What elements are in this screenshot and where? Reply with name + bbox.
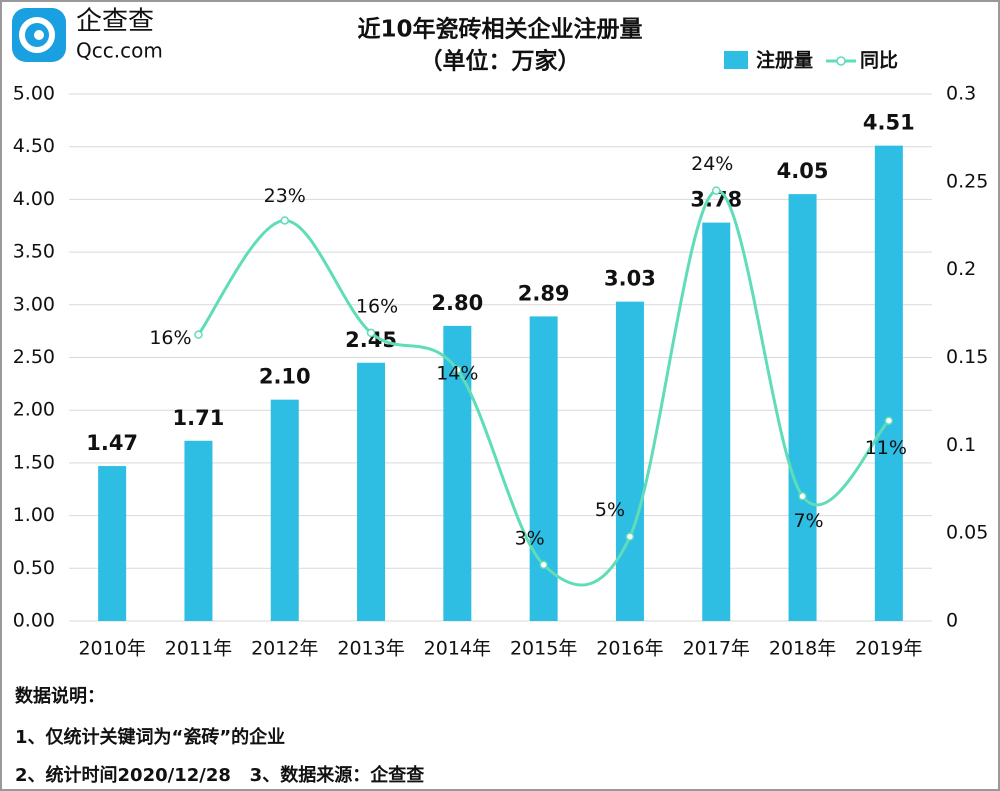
y2-tick-label: 0.05 <box>946 522 988 544</box>
line-value-label: 11% <box>865 437 907 459</box>
bar-value-label: 1.71 <box>173 406 225 430</box>
line-value-label: 16% <box>149 327 191 349</box>
bar <box>357 362 386 621</box>
line-marker <box>280 216 289 225</box>
bar-value-label: 4.51 <box>863 111 915 135</box>
x-tick-label: 2014年 <box>424 638 491 660</box>
y2-tick-label: 0.1 <box>946 434 976 456</box>
bar <box>702 222 731 621</box>
bar-value-label: 4.05 <box>777 159 829 183</box>
logo-site: Qcc.com <box>76 39 163 63</box>
note-line: 2、统计时间2020/12/28 3、数据来源：企查查 <box>15 764 424 786</box>
y2-tick-label: 0 <box>946 610 958 632</box>
y-tick-label: 0.50 <box>13 557 55 579</box>
bar <box>98 466 127 621</box>
bar-value-label: 2.10 <box>259 365 311 389</box>
legend-swatch <box>724 51 748 69</box>
chart-title: 近10年瓷砖相关企业注册量 <box>357 16 642 43</box>
y-tick-label: 1.00 <box>13 504 55 526</box>
line-value-label: 14% <box>436 362 478 384</box>
bar-value-label: 2.80 <box>431 291 483 315</box>
line-marker <box>366 328 376 338</box>
line-value-label: 23% <box>264 185 306 207</box>
line-value-label: 16% <box>356 295 398 317</box>
x-tick-label: 2018年 <box>769 638 836 660</box>
logo: 企查查 Qcc.com <box>12 7 163 63</box>
line-value-label: 24% <box>691 153 733 175</box>
bar-value-label: 1.47 <box>86 431 138 455</box>
x-tick-label: 2015年 <box>510 638 577 660</box>
chart-subtitle: （单位：万家） <box>420 48 581 75</box>
legend-label: 注册量 <box>756 49 813 72</box>
notes-heading: 数据说明： <box>15 685 105 707</box>
x-tick-label: 2013年 <box>337 638 404 660</box>
line-value-label: 7% <box>793 510 823 532</box>
y-tick-label: 3.00 <box>13 293 55 315</box>
bar <box>443 325 472 621</box>
bar-value-label: 3.03 <box>604 267 656 291</box>
y2-tick-label: 0.15 <box>946 346 988 368</box>
line-marker <box>712 186 721 195</box>
bar <box>184 440 213 621</box>
y-tick-label: 4.00 <box>13 188 55 210</box>
line <box>197 189 890 587</box>
x-tick-label: 2012年 <box>251 638 318 660</box>
bar <box>529 316 558 621</box>
legend-label: 同比 <box>860 50 898 72</box>
x-tick-label: 2010年 <box>78 638 145 660</box>
y2-tick-label: 0.3 <box>946 83 976 105</box>
note-line: 1、仅统计关键词为“瓷砖”的企业 <box>15 726 285 748</box>
y-tick-label: 4.50 <box>13 135 55 157</box>
y2-tick-label: 0.2 <box>946 258 976 280</box>
line-marker <box>625 532 635 541</box>
y-tick-label: 3.50 <box>13 241 55 263</box>
logo-name: 企查查 <box>76 7 154 37</box>
y-tick-label: 2.00 <box>13 399 55 421</box>
line-marker <box>884 416 894 425</box>
line-marker <box>453 365 462 375</box>
x-tick-label: 2011年 <box>165 638 232 660</box>
line-value-label: 5% <box>595 499 625 521</box>
x-tick-label: 2019年 <box>855 638 922 660</box>
x-tick-label: 2016年 <box>596 638 663 660</box>
logo-ring <box>19 17 55 53</box>
line-marker <box>798 492 807 501</box>
y-tick-label: 2.50 <box>13 346 55 368</box>
line-marker <box>539 560 548 570</box>
bar <box>788 194 817 621</box>
y-tick-label: 0.00 <box>13 610 55 632</box>
logo-dot <box>34 30 44 40</box>
y2-tick-label: 0.25 <box>946 170 988 192</box>
legend-marker <box>836 56 846 66</box>
bar <box>270 399 299 621</box>
bar-value-label: 2.89 <box>518 281 570 305</box>
x-tick-label: 2017年 <box>683 638 750 660</box>
bar <box>874 145 903 621</box>
bar <box>615 301 644 621</box>
line-value-label: 3% <box>515 527 545 549</box>
y-tick-label: 1.50 <box>13 451 55 473</box>
y-tick-label: 5.00 <box>13 83 55 105</box>
line-marker <box>194 330 203 339</box>
